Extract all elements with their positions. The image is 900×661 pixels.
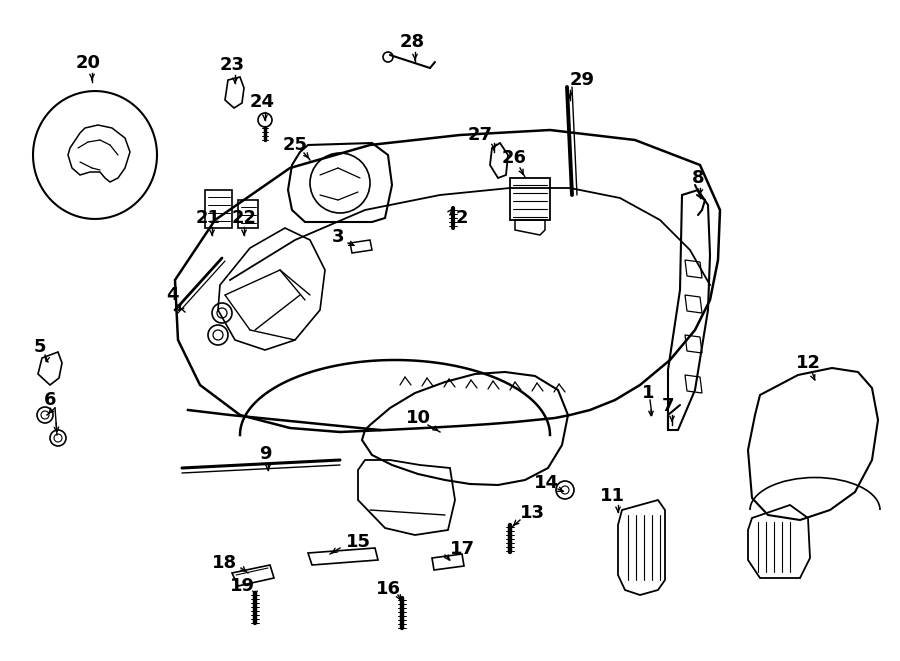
Text: 26: 26 <box>501 149 526 167</box>
Text: 11: 11 <box>599 487 625 505</box>
Text: 7: 7 <box>662 397 674 415</box>
Text: 22: 22 <box>231 209 256 227</box>
Text: 10: 10 <box>406 409 430 427</box>
Text: 13: 13 <box>519 504 544 522</box>
Text: 20: 20 <box>76 54 101 72</box>
Text: 9: 9 <box>259 445 271 463</box>
Text: 18: 18 <box>212 554 238 572</box>
Text: 16: 16 <box>375 580 401 598</box>
Text: 27: 27 <box>467 126 492 144</box>
Text: 4: 4 <box>166 286 178 304</box>
Text: 29: 29 <box>570 71 595 89</box>
Text: 5: 5 <box>34 338 46 356</box>
Text: 8: 8 <box>692 169 705 187</box>
Text: 15: 15 <box>346 533 371 551</box>
Text: 1: 1 <box>642 384 654 402</box>
Text: 12: 12 <box>796 354 821 372</box>
Text: 17: 17 <box>449 540 474 558</box>
Text: 6: 6 <box>44 391 56 409</box>
Text: 28: 28 <box>400 33 425 51</box>
Text: 14: 14 <box>534 474 559 492</box>
Text: 23: 23 <box>220 56 245 74</box>
Text: 21: 21 <box>195 209 220 227</box>
Text: 24: 24 <box>249 93 274 111</box>
Text: 3: 3 <box>332 228 344 246</box>
Text: 25: 25 <box>283 136 308 154</box>
Text: 19: 19 <box>230 577 255 595</box>
Text: 2: 2 <box>455 209 468 227</box>
